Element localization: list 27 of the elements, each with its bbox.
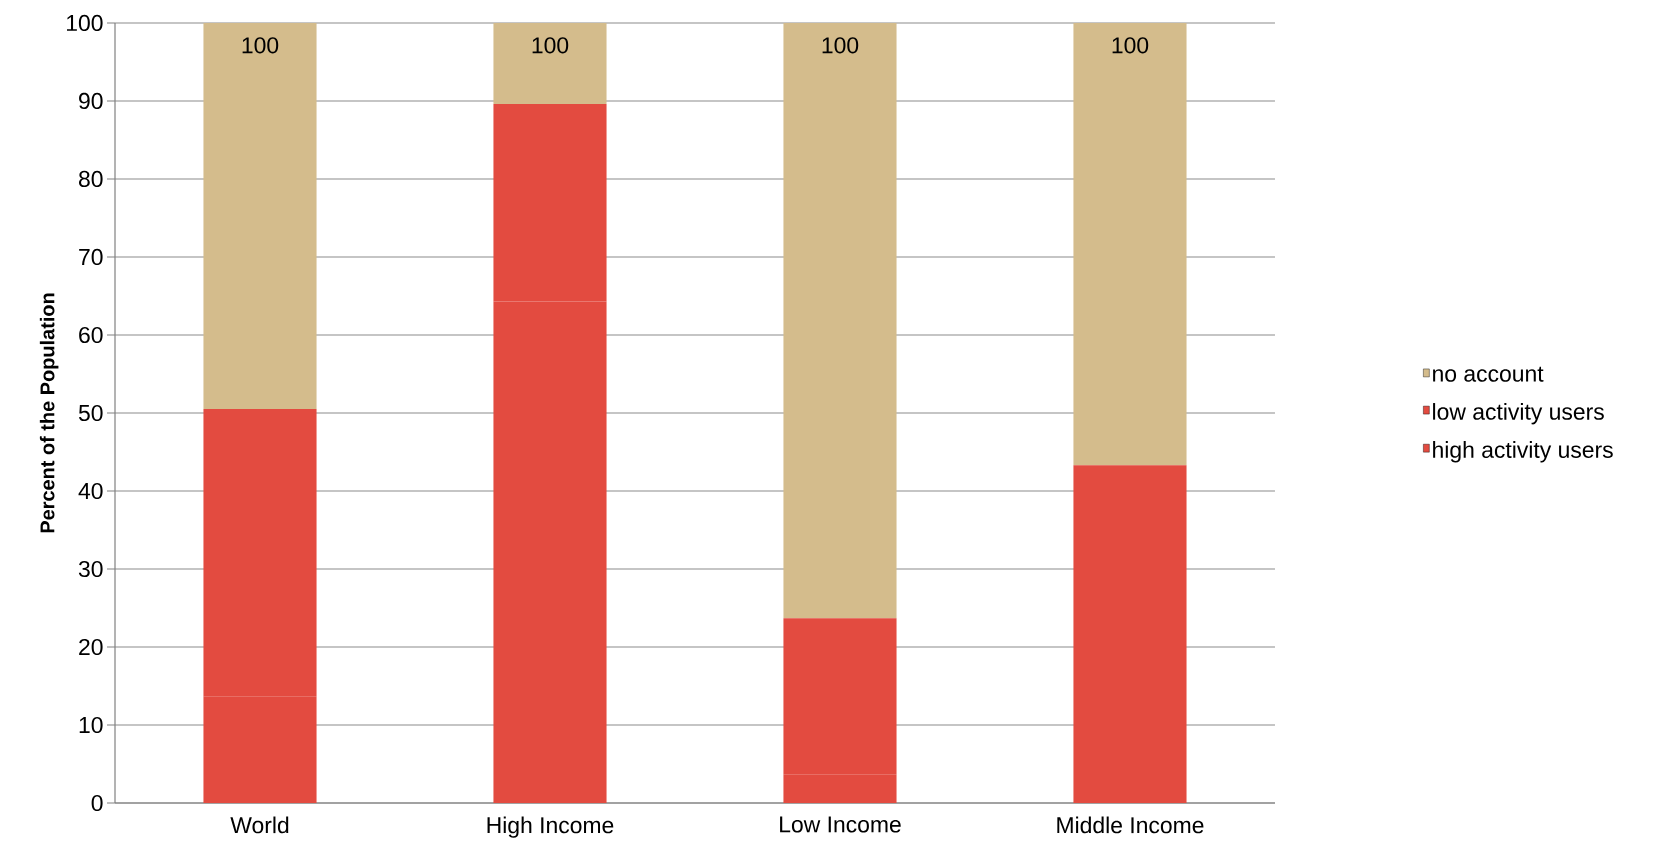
- legend-label: no account: [1433, 366, 1544, 382]
- y-tick-label: 100: [67, 14, 103, 32]
- legend-label: low activity users: [1433, 403, 1604, 425]
- x-tick-label: Low Income: [780, 816, 901, 833]
- total-label: 100: [242, 37, 279, 54]
- total-label: 100: [1112, 37, 1149, 54]
- y-tick-label: 40: [78, 482, 103, 500]
- x-tick-label: World: [230, 816, 289, 834]
- legend-label: high activity users: [1433, 441, 1613, 463]
- y-tick-label: 80: [78, 170, 103, 188]
- x-tick-label: Middle Income: [1057, 816, 1204, 834]
- y-tick-label: 0: [91, 794, 103, 812]
- total-label: 100: [532, 37, 569, 54]
- y-tick-label: 70: [79, 248, 103, 266]
- y-tick-label: 50: [78, 404, 103, 422]
- bar: [1073, 22, 1187, 466]
- y-tick-label: 20: [79, 638, 103, 656]
- x-tick-label: High Income: [487, 816, 614, 838]
- y-tick-label: 90: [79, 92, 103, 110]
- bar: [493, 22, 607, 105]
- y-tick-label: 10: [79, 716, 103, 734]
- y-axis-title: Percent of the Population: [39, 293, 59, 533]
- y-tick-label: 60: [79, 326, 103, 344]
- total-label: 100: [822, 37, 859, 54]
- y-tick-label: 30: [78, 560, 103, 578]
- bar: [783, 22, 897, 619]
- bar: [203, 22, 317, 410]
